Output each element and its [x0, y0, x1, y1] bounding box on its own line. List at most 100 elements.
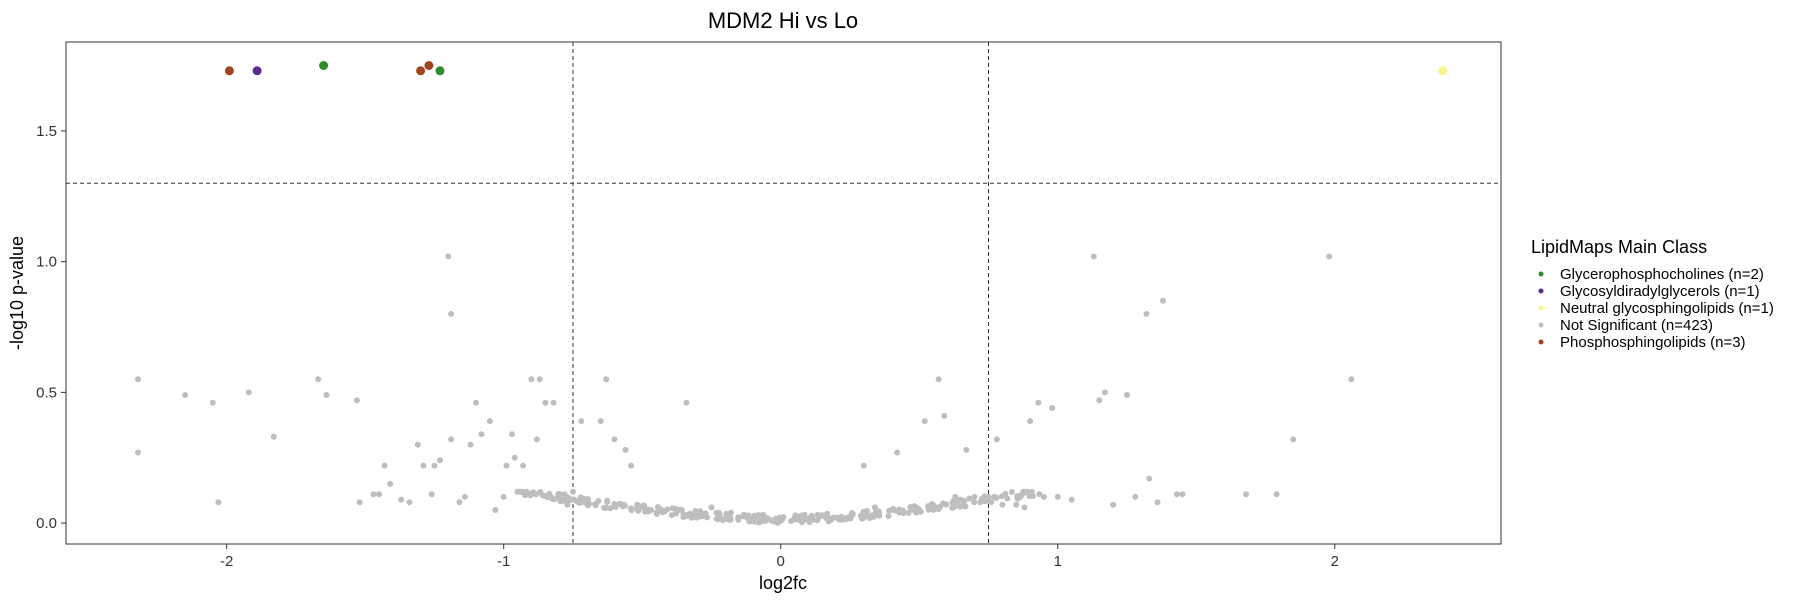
point-not-significant-33 [503, 462, 510, 469]
point-not-significant-band-294 [928, 506, 935, 513]
point-not-significant-14 [387, 480, 394, 487]
point-not-significant-62 [921, 418, 928, 425]
point-not-significant-band-270 [693, 514, 700, 521]
point-not-significant-48 [611, 436, 618, 443]
point-not-significant-band-314 [634, 501, 641, 508]
x-tick-label-4: 2 [1331, 553, 1339, 570]
point-not-significant-band-211 [1004, 495, 1011, 502]
point-not-significant-band-195 [756, 512, 763, 519]
point-not-significant-band-282 [849, 511, 856, 518]
point-not-significant-19 [428, 491, 435, 498]
point-not-significant-76 [1040, 493, 1047, 500]
point-not-significant-band-241 [979, 496, 986, 502]
point-not-significant-band-222 [516, 488, 523, 495]
point-not-significant-band-293 [653, 511, 660, 517]
point-not-significant-4 [215, 499, 222, 506]
point-not-significant-band-316 [860, 508, 867, 515]
point-not-significant-88 [1154, 499, 1161, 506]
point-not-significant-band-182 [792, 512, 799, 519]
point-not-significant-67 [971, 493, 978, 500]
legend-key-1 [1538, 288, 1544, 294]
point-not-significant-26 [461, 493, 468, 500]
point-not-significant-47 [603, 376, 610, 383]
point-not-significant-16 [406, 499, 413, 506]
point-not-significant-band-284 [890, 505, 896, 512]
point-not-significant-8 [323, 392, 330, 398]
point-not-significant-band-252 [1014, 495, 1021, 502]
legend-key-3 [1538, 322, 1544, 328]
point-not-significant-band-299 [940, 500, 946, 507]
point-not-significant-96 [1348, 376, 1355, 383]
point-glycerophosphocholines-0 [319, 61, 329, 70]
point-not-significant-11 [370, 491, 377, 498]
point-not-significant-90 [1173, 491, 1180, 498]
point-phosphosphingolipids-1 [416, 66, 426, 76]
point-not-significant-70 [993, 436, 1000, 443]
point-not-significant-band-251 [678, 506, 685, 513]
point-not-significant-51 [683, 399, 690, 406]
point-not-significant-band-286 [817, 512, 824, 519]
point-not-significant-band-312 [724, 515, 731, 522]
point-not-significant-band-244 [780, 514, 787, 521]
point-not-significant-93 [1273, 491, 1280, 498]
legend: LipidMaps Main Class Glycerophosphocholi… [1531, 237, 1774, 351]
point-not-significant-band-281 [549, 496, 556, 503]
point-not-significant-1 [135, 449, 141, 456]
point-not-significant-band-296 [565, 497, 572, 504]
point-not-significant-22 [445, 253, 452, 260]
point-not-significant-band-319 [949, 505, 956, 511]
threshold-lines [66, 42, 1501, 544]
legend-label-3: Not Significant (n=423) [1560, 317, 1713, 334]
legend-title: LipidMaps Main Class [1531, 237, 1707, 257]
point-not-significant-60 [894, 449, 901, 456]
panel-border [65, 41, 1502, 545]
point-phosphosphingolipids-0 [224, 66, 234, 76]
point-not-significant-2 [182, 392, 189, 398]
point-not-significant-band-318 [1026, 493, 1033, 499]
point-not-significant-31 [492, 507, 499, 513]
point-not-significant-band-214 [971, 499, 978, 506]
point-not-significant-band-242 [885, 513, 892, 520]
point-not-significant-band-233 [522, 492, 528, 499]
x-tick-label-2: 0 [777, 553, 785, 570]
point-not-significant-band-168 [602, 505, 609, 511]
point-not-significant-band-223 [842, 515, 849, 522]
point-not-significant-band-311 [576, 499, 583, 506]
x-tick-label-3: 1 [1054, 553, 1062, 570]
point-not-significant-75 [1035, 399, 1042, 406]
point-not-significant-79 [1068, 496, 1075, 503]
x-axis-title: log2fc [759, 573, 807, 593]
point-not-significant-32 [500, 493, 507, 500]
legend-label-4: Phosphosphingolipids (n=3) [1560, 334, 1746, 351]
point-not-significant-band-317 [628, 507, 635, 514]
point-not-significant-3 [209, 399, 216, 406]
point-not-significant-band-307 [741, 511, 747, 518]
x-tick-label-1: -1 [497, 553, 510, 570]
point-not-significant-58 [860, 462, 867, 469]
point-not-significant-87 [1146, 475, 1153, 482]
point-not-significant-5 [245, 389, 252, 396]
point-not-significant-band-276 [956, 497, 963, 503]
point-not-significant-band-247 [635, 507, 642, 514]
point-not-significant-band-280 [645, 506, 652, 513]
point-not-significant-band-235 [836, 516, 843, 523]
point-not-significant-band-262 [537, 488, 544, 495]
point-not-significant-band-253 [680, 511, 687, 518]
point-not-significant-band-227 [957, 503, 964, 510]
point-not-significant-band-303 [584, 496, 591, 503]
point-not-significant-18 [420, 462, 427, 469]
point-not-significant-band-275 [555, 493, 562, 500]
point-not-significant-20 [431, 462, 438, 469]
point-not-significant-band-230 [859, 515, 865, 522]
point-not-significant-77 [1049, 405, 1056, 411]
point-phosphosphingolipids-2 [424, 61, 434, 70]
point-not-significant-6 [270, 433, 277, 440]
point-not-significant-40 [542, 399, 549, 406]
point-not-significant-27 [467, 441, 474, 448]
legend-label-1: Glycosyldiradylglycerols (n=1) [1560, 283, 1760, 300]
point-not-significant-63 [935, 376, 942, 383]
point-not-significant-80 [1090, 253, 1097, 260]
point-not-significant-band-271 [876, 512, 883, 519]
